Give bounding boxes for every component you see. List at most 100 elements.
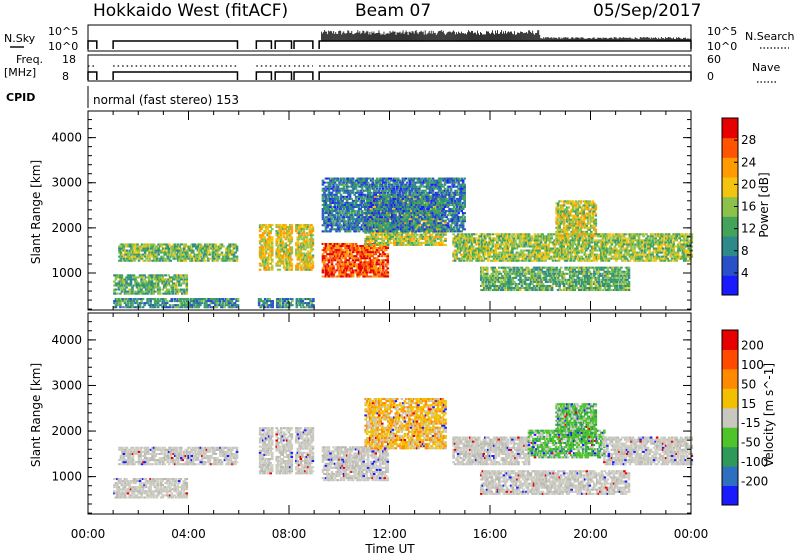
echo-cell bbox=[298, 236, 301, 239]
echo-cell bbox=[139, 245, 142, 248]
echo-cell bbox=[568, 241, 571, 244]
echo-cell bbox=[260, 256, 263, 259]
echo-cell bbox=[286, 300, 290, 303]
echo-cell bbox=[134, 249, 138, 252]
echo-cell bbox=[532, 259, 535, 262]
echo-cell bbox=[235, 298, 238, 301]
echo-cell bbox=[341, 251, 344, 254]
echo-cell bbox=[420, 241, 423, 244]
echo-cell bbox=[206, 306, 210, 309]
echo-cell bbox=[119, 243, 123, 246]
echo-cell bbox=[348, 267, 352, 270]
echo-cell bbox=[270, 240, 274, 243]
echo-cell bbox=[161, 288, 164, 291]
echo-cell bbox=[490, 247, 493, 250]
echo-cell bbox=[287, 248, 291, 251]
echo-cell bbox=[257, 302, 261, 305]
echo-cell bbox=[374, 265, 378, 268]
echo-cell bbox=[176, 278, 180, 281]
echo-cell bbox=[303, 302, 306, 305]
echo-cell bbox=[128, 278, 131, 281]
echo-cell bbox=[270, 264, 274, 267]
echo-cell bbox=[114, 282, 118, 285]
echo-cell bbox=[351, 255, 355, 258]
date-title: 05/Sep/2017 bbox=[593, 1, 701, 21]
echo-cell bbox=[159, 274, 163, 277]
echo-cell bbox=[607, 239, 611, 242]
echo-cell bbox=[158, 245, 162, 248]
echo-cell bbox=[368, 231, 372, 234]
echo-cell bbox=[307, 298, 311, 301]
echo-cell bbox=[128, 298, 131, 301]
echo-cell bbox=[324, 242, 328, 246]
echo-cell bbox=[130, 245, 133, 248]
echo-cell bbox=[311, 234, 315, 237]
echo-cell bbox=[603, 247, 606, 250]
echo-cell bbox=[289, 268, 292, 271]
echo-cell bbox=[161, 280, 164, 283]
echo-cell bbox=[220, 259, 224, 262]
echo-cell bbox=[565, 259, 568, 262]
echo-cell bbox=[217, 298, 220, 301]
echo-cell bbox=[164, 274, 167, 277]
echo-cell bbox=[368, 235, 372, 238]
echo-cell bbox=[275, 232, 279, 235]
echo-cell bbox=[289, 256, 292, 259]
echo-cell bbox=[365, 255, 368, 258]
echo-cell bbox=[375, 263, 379, 266]
echo-cell bbox=[176, 255, 180, 258]
echo-cell bbox=[117, 282, 121, 285]
echo-cell bbox=[136, 251, 139, 254]
echo-cell bbox=[326, 259, 329, 262]
echo-cell bbox=[409, 243, 413, 246]
echo-cell bbox=[260, 250, 263, 253]
echo-cell bbox=[125, 253, 129, 256]
echo-cell bbox=[311, 262, 315, 265]
echo-cell bbox=[129, 278, 133, 281]
echo-cell bbox=[304, 258, 307, 261]
echo-cell bbox=[277, 302, 281, 305]
echo-cell bbox=[360, 273, 364, 276]
echo-cell bbox=[226, 300, 229, 303]
echo-cell bbox=[149, 298, 152, 301]
echo-cell bbox=[289, 250, 292, 253]
echo-cell bbox=[172, 245, 176, 248]
echo-cell bbox=[166, 245, 169, 248]
echo-cell bbox=[615, 259, 618, 262]
echo-cell bbox=[174, 300, 178, 303]
echo-cell bbox=[262, 302, 265, 305]
echo-cell bbox=[396, 233, 399, 236]
echo-cell bbox=[348, 251, 352, 254]
echo-cell bbox=[408, 243, 411, 246]
echo-cell bbox=[229, 300, 232, 303]
echo-cell bbox=[264, 246, 268, 249]
echo-cell bbox=[136, 249, 139, 252]
echo-cell bbox=[302, 226, 306, 229]
echo-cell bbox=[415, 239, 419, 242]
echo-cell bbox=[290, 266, 294, 269]
echo-cell bbox=[345, 245, 349, 248]
echo-cell bbox=[232, 306, 235, 309]
echo-cell bbox=[354, 245, 358, 248]
echo-cell bbox=[232, 298, 235, 301]
echo-cell bbox=[344, 255, 347, 258]
echo-cell bbox=[477, 237, 481, 240]
echo-cell bbox=[135, 276, 139, 279]
echo-cell bbox=[381, 273, 385, 276]
echo-cell bbox=[146, 286, 149, 289]
echo-cell bbox=[278, 240, 282, 243]
echo-cell bbox=[122, 298, 125, 301]
echo-cell bbox=[234, 245, 237, 248]
echo-cell bbox=[379, 237, 383, 240]
echo-cell bbox=[141, 306, 145, 309]
echo-cell bbox=[161, 243, 165, 246]
echo-cell bbox=[631, 241, 635, 244]
echo-cell bbox=[480, 243, 484, 246]
echo-cell bbox=[182, 280, 186, 283]
echo-cell bbox=[383, 221, 387, 224]
echo-cell bbox=[345, 267, 349, 270]
echo-cell bbox=[138, 284, 142, 287]
echo-cell bbox=[151, 255, 154, 258]
nave-label: Nave bbox=[752, 61, 780, 74]
echo-cell bbox=[591, 251, 594, 254]
